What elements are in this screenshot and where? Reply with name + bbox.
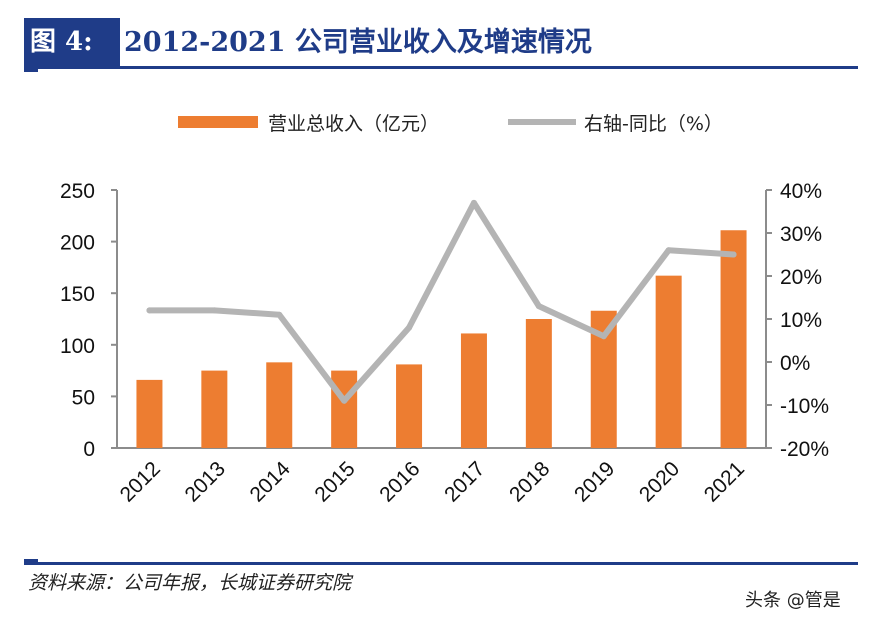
chart-axes: 0 50 100 150 200 250 -20% -10% 0% 10% 20% 30% 40% <box>60 180 829 461</box>
revenue-bar-2021 <box>720 230 747 448</box>
legend-label-revenue: 营业总收入（亿元） <box>268 113 439 135</box>
x-axis-label-2017: 2017 <box>440 457 489 506</box>
y-axis-right-tick-label: 10% <box>780 309 822 332</box>
revenue-bar-2015 <box>331 370 358 448</box>
watermark: 头条 @管是 <box>745 590 841 611</box>
y-axis-left-tick-label: 50 <box>72 386 95 409</box>
legend-swatch-revenue <box>178 116 258 128</box>
y-axis-left-tick-label: 250 <box>60 180 95 203</box>
figure-title-bar: 图 4: 2012-2021 公司营业收入及增速情况 <box>24 18 858 66</box>
growth-point-2020 <box>665 247 672 254</box>
revenue-bar-2017 <box>460 333 487 448</box>
x-axis-label-2013: 2013 <box>181 457 230 506</box>
growth-point-2015 <box>341 397 348 404</box>
x-axis-label-2019: 2019 <box>570 457 619 506</box>
x-axis-label-2018: 2018 <box>505 457 554 506</box>
title-divider <box>24 66 858 69</box>
growth-point-2021 <box>730 251 737 258</box>
y-axis-right-tick-label: 40% <box>780 180 822 203</box>
growth-point-2012 <box>146 307 153 314</box>
footer-divider-tick <box>24 559 38 562</box>
y-axis-right-tick-label: 20% <box>780 266 822 289</box>
revenue-bar-2013 <box>201 370 228 448</box>
x-axis-label-2020: 2020 <box>635 457 684 506</box>
growth-line <box>146 199 737 404</box>
growth-point-2013 <box>211 307 218 314</box>
y-axis-left-tick-label: 150 <box>60 283 95 306</box>
footer-divider <box>24 562 858 565</box>
growth-point-2018 <box>535 303 542 310</box>
x-axis-label-2021: 2021 <box>700 457 749 506</box>
growth-point-2016 <box>406 324 413 331</box>
source-note: 资料来源：公司年报，长城证券研究院 <box>28 572 352 594</box>
revenue-bars <box>136 230 747 448</box>
title-divider-tick <box>24 69 38 72</box>
growth-point-2017 <box>470 199 477 206</box>
growth-line-group <box>146 199 737 404</box>
y-axis-left-tick-label: 200 <box>60 232 95 255</box>
figure-title: 2012-2021 公司营业收入及增速情况 <box>124 27 592 58</box>
x-axis-label-2012: 2012 <box>116 457 165 506</box>
revenue-bar-2018 <box>525 319 552 448</box>
y-axis-left-tick-label: 100 <box>60 335 95 358</box>
growth-point-2019 <box>600 333 607 340</box>
y-axis-right-tick-label: 30% <box>780 223 822 246</box>
y-axis-right-tick-label: -10% <box>780 395 829 418</box>
revenue-bar-2016 <box>396 364 423 448</box>
growth-point-2014 <box>276 311 283 318</box>
revenue-bar-2012 <box>136 379 163 448</box>
x-axis-label-2016: 2016 <box>375 457 424 506</box>
x-axis-label-2015: 2015 <box>310 457 359 506</box>
revenue-bar-2014 <box>266 362 293 448</box>
revenue-bar-2020 <box>655 275 682 448</box>
legend-label-growth: 右轴-同比（%） <box>584 113 723 135</box>
y-axis-right-tick-label: 0% <box>780 352 810 375</box>
figure-label: 图 4: <box>24 18 120 66</box>
x-axis-labels: 2012 2013 2014 2015 2016 2017 2018 2019 2020 2021 <box>116 457 749 507</box>
y-axis-right-tick-label: -20% <box>780 438 829 461</box>
y-axis-left-tick-label: 0 <box>83 438 95 461</box>
chart-legend: 营业总收入（亿元） 右轴-同比（%） <box>178 113 723 135</box>
x-axis-label-2014: 2014 <box>245 457 295 507</box>
